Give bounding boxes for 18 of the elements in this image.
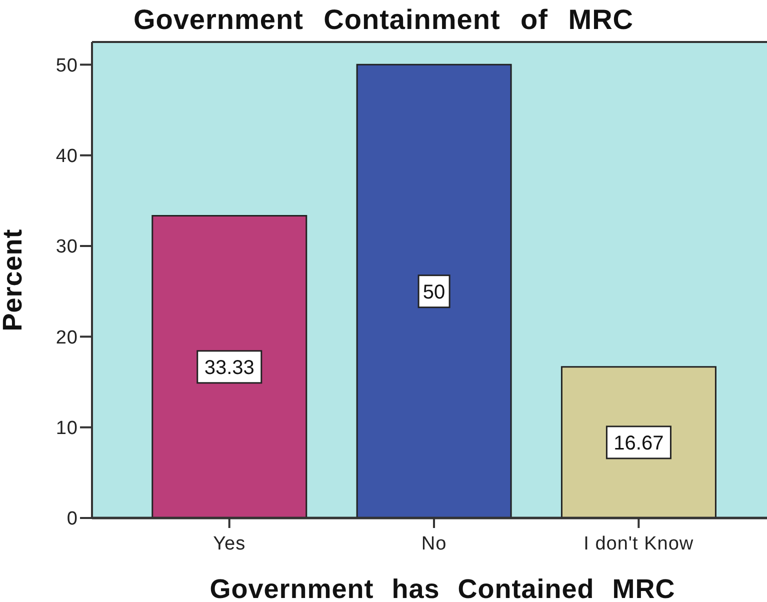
data-label: 50 [422,281,446,304]
bar [356,64,512,518]
data-label: 33.33 [204,356,254,379]
x-axis-title: Government has Contained MRC [210,574,676,602]
data-label: 16.67 [614,432,664,454]
y-tick-label: 20 [56,327,78,348]
y-tick-label: 50 [56,55,78,76]
y-tick-label: 40 [56,146,78,168]
x-tick-label: Yes [213,533,246,554]
bar [560,366,716,518]
x-tick-label: I don't Know [584,533,694,554]
y-tick-label: 30 [56,236,78,258]
y-axis-title: Percent [0,228,28,332]
y-tick-label: 0 [66,508,78,530]
bar [152,215,308,518]
y-tick-label: 10 [56,418,78,440]
chart-title: Government Containment of MRC [132,3,635,37]
x-tick-label: No [421,533,447,554]
